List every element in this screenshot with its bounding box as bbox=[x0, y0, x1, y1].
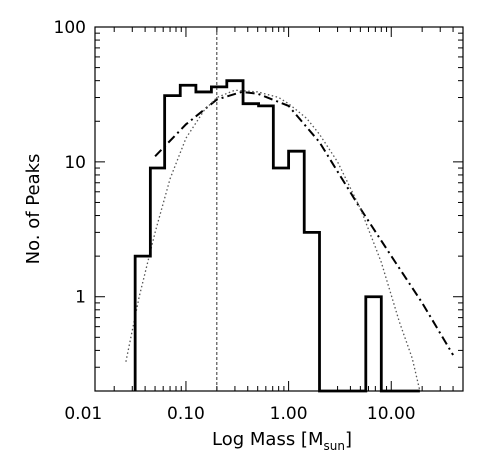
y-tick-label: 100 bbox=[54, 18, 86, 38]
x-tick-label: 1.00 bbox=[270, 404, 308, 424]
x-tick-label: 0.10 bbox=[167, 404, 205, 424]
x-axis-label: Log Mass [Msun] bbox=[212, 429, 352, 453]
y-tick-label: 10 bbox=[64, 153, 86, 173]
histogram-steps bbox=[133, 79, 420, 393]
y-tick-labels: 1 10 100 bbox=[54, 18, 86, 308]
x-tick-label: 0.01 bbox=[64, 404, 102, 424]
fit-curve-dotted bbox=[125, 89, 421, 392]
y-tick-label: 1 bbox=[75, 288, 86, 308]
y-axis-label: No. of Peaks bbox=[23, 154, 44, 265]
x-tick-labels: 0.01 0.10 1.00 10.00 bbox=[64, 404, 415, 424]
x-tick-label: 10.00 bbox=[367, 404, 416, 424]
